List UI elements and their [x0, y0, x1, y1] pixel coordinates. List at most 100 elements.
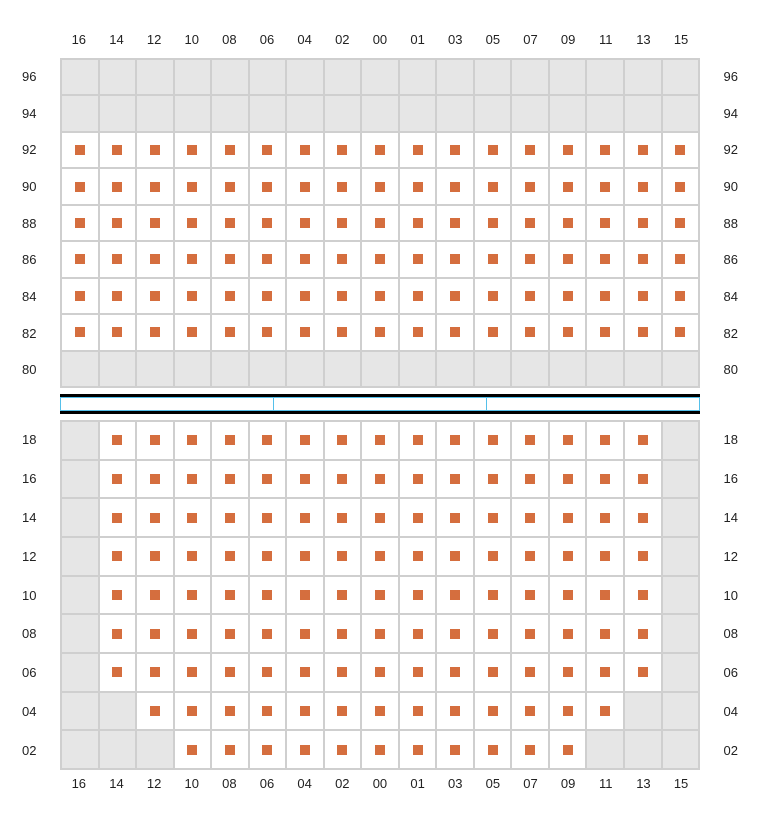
seat-cell[interactable] — [361, 614, 399, 653]
seat-cell[interactable] — [324, 421, 362, 460]
seat-cell[interactable] — [361, 498, 399, 537]
seat-cell[interactable] — [436, 460, 474, 499]
seat-cell[interactable] — [624, 653, 662, 692]
seat-cell[interactable] — [249, 168, 287, 204]
seat-cell[interactable] — [361, 653, 399, 692]
seat-cell[interactable] — [436, 314, 474, 350]
seat-cell[interactable] — [549, 460, 587, 499]
seat-cell[interactable] — [286, 314, 324, 350]
seat-cell[interactable] — [99, 614, 137, 653]
seat-cell[interactable] — [286, 576, 324, 615]
seat-cell[interactable] — [511, 241, 549, 277]
seat-cell[interactable] — [99, 653, 137, 692]
seat-cell[interactable] — [174, 132, 212, 168]
seat-cell[interactable] — [361, 168, 399, 204]
seat-cell[interactable] — [211, 614, 249, 653]
seat-cell[interactable] — [174, 537, 212, 576]
seat-cell[interactable] — [624, 421, 662, 460]
seat-cell[interactable] — [549, 730, 587, 769]
seat-cell[interactable] — [436, 421, 474, 460]
seat-cell[interactable] — [511, 460, 549, 499]
seat-cell[interactable] — [99, 168, 137, 204]
seat-cell[interactable] — [511, 692, 549, 731]
seat-cell[interactable] — [399, 168, 437, 204]
seat-cell[interactable] — [249, 205, 287, 241]
seat-cell[interactable] — [586, 498, 624, 537]
seat-cell[interactable] — [324, 576, 362, 615]
seat-cell[interactable] — [662, 241, 700, 277]
seat-cell[interactable] — [324, 730, 362, 769]
seat-cell[interactable] — [136, 241, 174, 277]
seat-cell[interactable] — [399, 614, 437, 653]
seat-cell[interactable] — [586, 278, 624, 314]
seat-cell[interactable] — [436, 132, 474, 168]
seat-cell[interactable] — [586, 537, 624, 576]
seat-cell[interactable] — [286, 241, 324, 277]
seat-cell[interactable] — [249, 498, 287, 537]
seat-cell[interactable] — [249, 537, 287, 576]
seat-cell[interactable] — [586, 614, 624, 653]
seat-cell[interactable] — [549, 576, 587, 615]
seat-cell[interactable] — [549, 692, 587, 731]
seat-cell[interactable] — [211, 537, 249, 576]
seat-cell[interactable] — [549, 537, 587, 576]
seat-cell[interactable] — [174, 205, 212, 241]
seat-cell[interactable] — [286, 498, 324, 537]
seat-cell[interactable] — [286, 132, 324, 168]
seat-cell[interactable] — [399, 730, 437, 769]
seat-cell[interactable] — [211, 241, 249, 277]
seat-cell[interactable] — [624, 498, 662, 537]
seat-cell[interactable] — [286, 614, 324, 653]
seat-cell[interactable] — [511, 421, 549, 460]
seat-cell[interactable] — [174, 421, 212, 460]
seat-cell[interactable] — [549, 241, 587, 277]
seat-cell[interactable] — [99, 537, 137, 576]
seat-cell[interactable] — [211, 421, 249, 460]
seat-cell[interactable] — [624, 278, 662, 314]
seat-cell[interactable] — [586, 314, 624, 350]
seat-cell[interactable] — [549, 168, 587, 204]
seat-cell[interactable] — [211, 132, 249, 168]
seat-cell[interactable] — [511, 168, 549, 204]
seat-cell[interactable] — [136, 498, 174, 537]
seat-cell[interactable] — [99, 460, 137, 499]
seat-cell[interactable] — [136, 460, 174, 499]
seat-cell[interactable] — [136, 205, 174, 241]
seat-cell[interactable] — [436, 205, 474, 241]
seat-cell[interactable] — [511, 498, 549, 537]
seat-cell[interactable] — [549, 132, 587, 168]
seat-cell[interactable] — [586, 132, 624, 168]
seat-cell[interactable] — [211, 460, 249, 499]
seat-cell[interactable] — [174, 730, 212, 769]
seat-cell[interactable] — [474, 460, 512, 499]
seat-cell[interactable] — [511, 278, 549, 314]
seat-cell[interactable] — [286, 278, 324, 314]
seat-cell[interactable] — [474, 692, 512, 731]
seat-cell[interactable] — [511, 576, 549, 615]
seat-cell[interactable] — [436, 278, 474, 314]
seat-cell[interactable] — [511, 730, 549, 769]
seat-cell[interactable] — [624, 314, 662, 350]
seat-cell[interactable] — [474, 421, 512, 460]
seat-cell[interactable] — [174, 241, 212, 277]
seat-cell[interactable] — [324, 168, 362, 204]
seat-cell[interactable] — [61, 241, 99, 277]
seat-cell[interactable] — [474, 537, 512, 576]
seat-cell[interactable] — [549, 278, 587, 314]
seat-cell[interactable] — [662, 205, 700, 241]
seat-cell[interactable] — [549, 314, 587, 350]
seat-cell[interactable] — [136, 314, 174, 350]
seat-cell[interactable] — [211, 314, 249, 350]
seat-cell[interactable] — [474, 132, 512, 168]
seat-cell[interactable] — [474, 205, 512, 241]
seat-cell[interactable] — [361, 205, 399, 241]
seat-cell[interactable] — [399, 278, 437, 314]
seat-cell[interactable] — [361, 132, 399, 168]
seat-cell[interactable] — [286, 205, 324, 241]
seat-cell[interactable] — [249, 241, 287, 277]
seat-cell[interactable] — [174, 576, 212, 615]
seat-cell[interactable] — [511, 653, 549, 692]
seat-cell[interactable] — [399, 460, 437, 499]
seat-cell[interactable] — [249, 730, 287, 769]
seat-cell[interactable] — [61, 314, 99, 350]
